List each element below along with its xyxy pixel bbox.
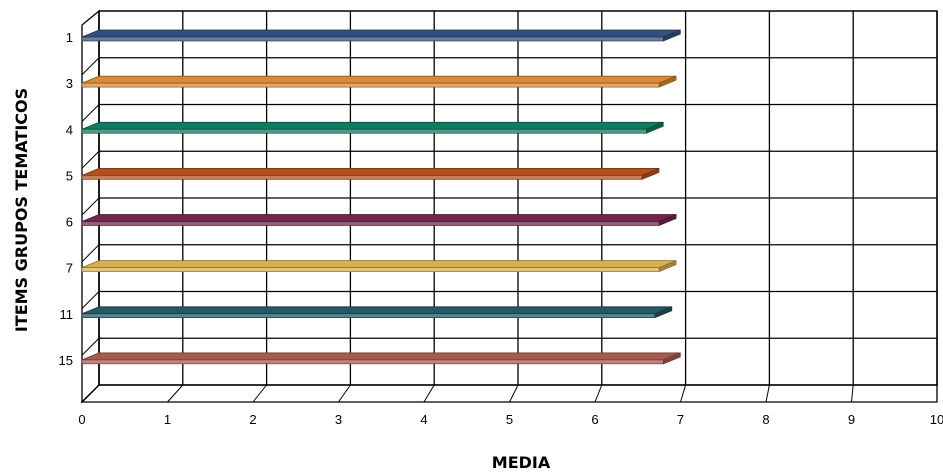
grid-floor — [80, 384, 938, 403]
y-tick-label: 1 — [66, 30, 73, 45]
grid-floor-line — [338, 384, 351, 403]
bar-end-face — [645, 121, 664, 134]
bar-top-face — [81, 75, 677, 84]
bar-front-face — [81, 267, 660, 272]
x-axis-title: MEDIA — [492, 453, 551, 472]
bar-top-face — [81, 214, 677, 222]
grid-floor-line — [167, 384, 184, 403]
bar-15 — [81, 352, 681, 365]
bar-end-face — [654, 306, 673, 319]
bar-end-face — [658, 75, 677, 88]
bar-top-face — [81, 260, 677, 269]
y-tick-label: 5 — [66, 168, 73, 183]
bar-end-face — [641, 167, 660, 180]
bar-end-face — [663, 352, 681, 365]
y-tick-label: 3 — [66, 76, 73, 91]
grid-floor-line — [252, 384, 267, 403]
y-tick-label: 7 — [66, 261, 73, 276]
grid-floor-line — [509, 384, 519, 403]
bar-end-face — [658, 260, 677, 273]
grid-floor-line — [765, 384, 770, 403]
y-tick-label: 11 — [60, 307, 74, 322]
bar-front-face — [81, 313, 656, 319]
bar-5 — [81, 167, 660, 180]
grid-side-line — [81, 337, 100, 356]
bar-1 — [81, 29, 681, 42]
chart-grid — [80, 9, 938, 404]
y-axis-title: ITEMS GRUPOS TEMATICOS — [12, 88, 31, 332]
grid-floor-line — [851, 384, 854, 403]
bar-front-face — [81, 359, 664, 365]
x-tick-label: 6 — [591, 412, 598, 427]
x-tick-label: 0 — [78, 412, 85, 427]
bar-7 — [81, 260, 677, 273]
bar-6 — [81, 214, 677, 226]
x-tick-label: 7 — [677, 412, 684, 427]
x-tick-label: 5 — [506, 412, 513, 427]
grid-floor-line — [81, 384, 100, 403]
y-tick-label: 15 — [59, 353, 73, 368]
bar-top-face — [81, 121, 664, 130]
grid-side-line — [81, 57, 100, 76]
grid-floor-line — [594, 384, 603, 403]
grid-side-line — [81, 150, 100, 169]
bar-front-face — [81, 128, 647, 134]
bar-3 — [81, 75, 677, 88]
x-tick-label: 4 — [420, 412, 427, 427]
bar-11 — [81, 306, 673, 319]
x-tick-label: 10 — [930, 412, 943, 427]
x-tick-label: 1 — [164, 412, 171, 427]
grid-side-line — [81, 104, 100, 122]
bar-top-face — [81, 352, 681, 361]
x-tick-label: 8 — [762, 412, 769, 427]
chart-bars — [81, 29, 681, 365]
bar-end-face — [658, 214, 677, 226]
bar-front-face — [81, 175, 643, 180]
x-tick-label: 3 — [335, 412, 342, 427]
bar-end-face — [663, 29, 681, 42]
grid-side-line — [81, 197, 100, 216]
bar-front-face — [81, 221, 660, 226]
x-tick-label: 9 — [848, 412, 855, 427]
x-axis-ticks: 0 1 2 3 4 5 6 7 8 9 10 — [78, 412, 943, 427]
y-axis-ticks: 1 3 4 5 6 7 11 15 — [59, 30, 73, 368]
bar-4 — [81, 121, 664, 134]
y-tick-label: 4 — [66, 122, 73, 137]
y-tick-label: 6 — [66, 215, 73, 230]
grid-floor-line — [423, 384, 435, 403]
grid-floor-line — [680, 384, 687, 403]
bar-front-face — [81, 82, 660, 88]
grid-side-line — [81, 244, 100, 263]
bar-top-face — [81, 306, 673, 315]
bar-top-face — [81, 167, 660, 176]
bar-front-face — [81, 36, 664, 42]
x-tick-label: 2 — [249, 412, 256, 427]
bar-top-face — [81, 29, 681, 38]
grid-side-line — [81, 291, 100, 309]
